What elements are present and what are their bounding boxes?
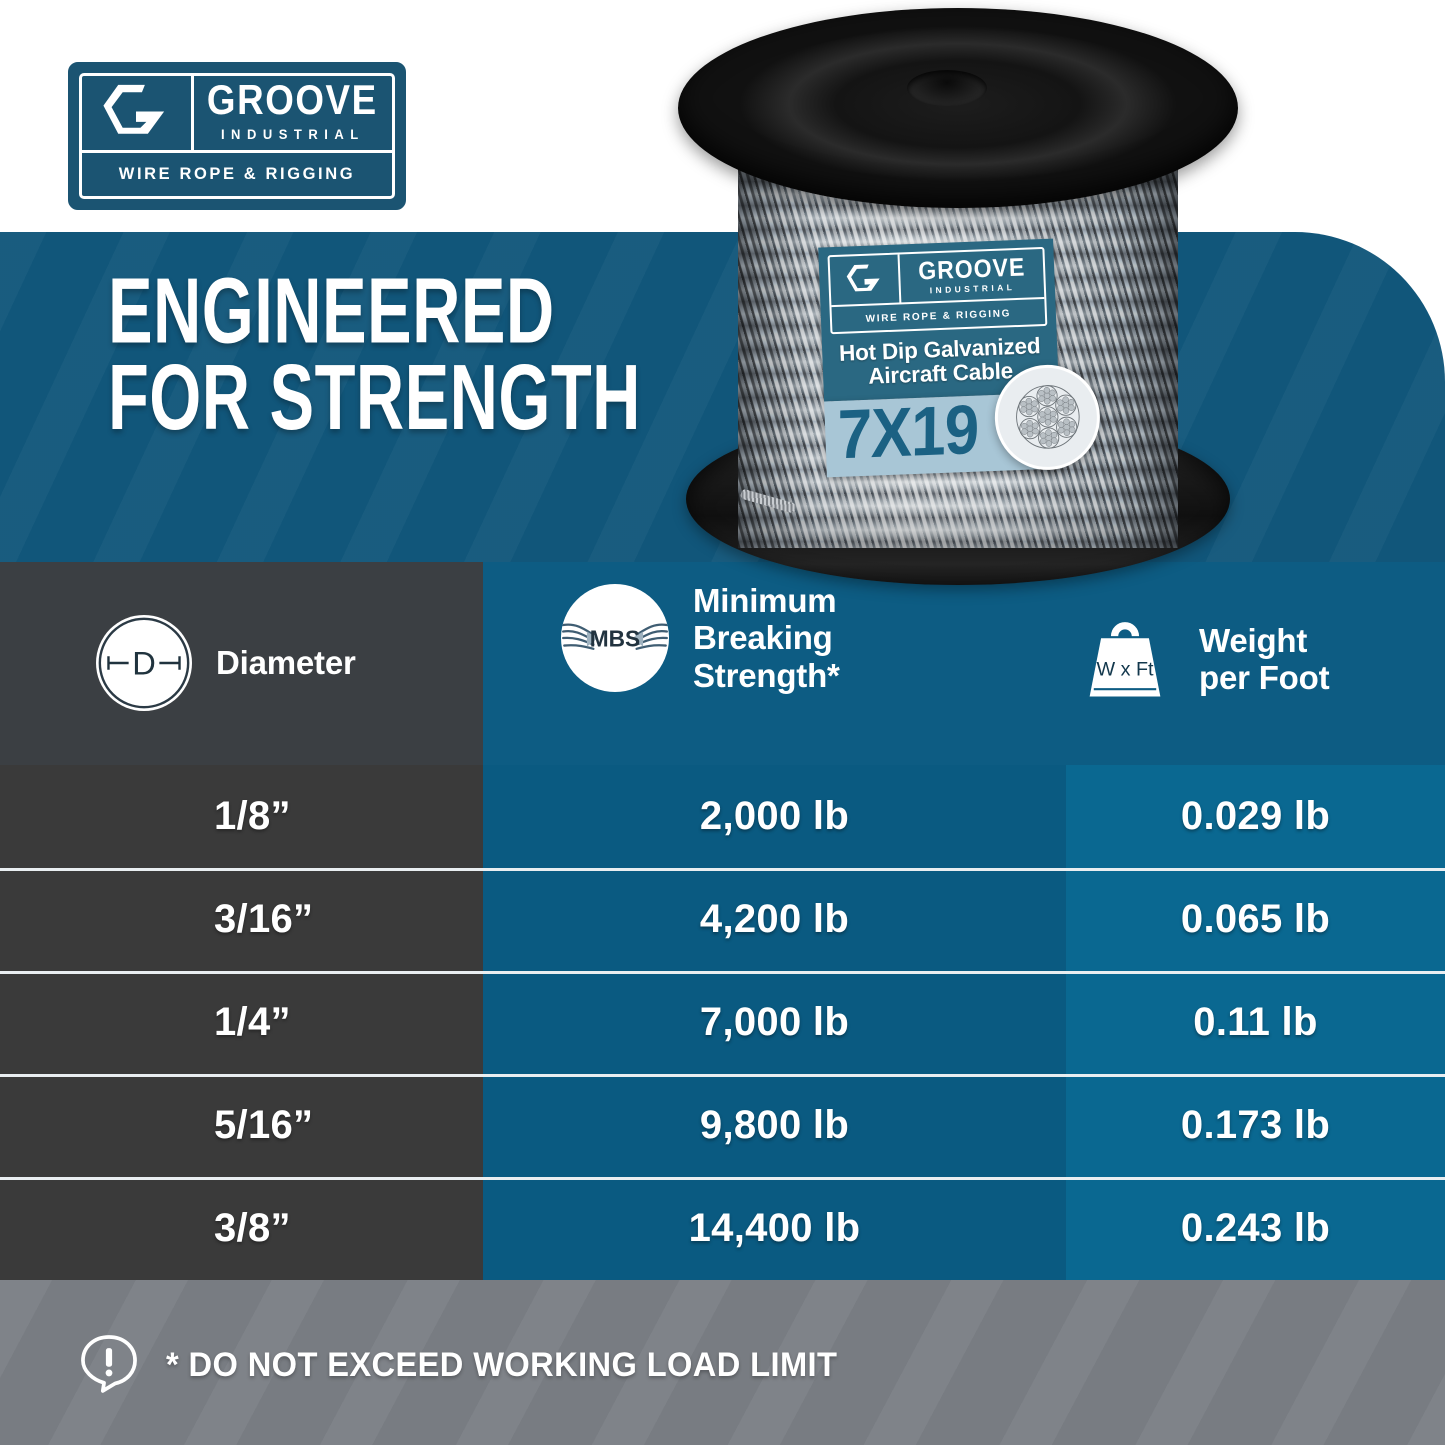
row-divider bbox=[0, 868, 1445, 871]
cell-diameter: 5/16” bbox=[0, 1074, 483, 1177]
row-divider bbox=[0, 1074, 1445, 1077]
svg-text:W x Ft: W x Ft bbox=[1096, 659, 1154, 681]
cell-mbs: 9,800 lb bbox=[483, 1074, 1066, 1177]
header-label-mbs-l3: Strength* bbox=[693, 656, 840, 694]
svg-text:D: D bbox=[132, 645, 156, 682]
row-divider bbox=[0, 1177, 1445, 1180]
header-cell-diameter-bg bbox=[0, 562, 483, 765]
header-label-weight-l1: Weight bbox=[1199, 621, 1308, 659]
table-row: 3/16” 4,200 lb 0.065 lb bbox=[0, 868, 1445, 971]
cell-mbs: 7,000 lb bbox=[483, 971, 1066, 1074]
exclamation-bubble-icon bbox=[78, 1332, 140, 1399]
logo-brand-name: GROOVE bbox=[207, 77, 379, 124]
cell-mbs: 14,400 lb bbox=[483, 1177, 1066, 1280]
table-header-row: D Diameter bbox=[0, 562, 1445, 765]
cell-diameter: 1/4” bbox=[0, 971, 483, 1074]
spool-center-hub bbox=[906, 70, 987, 106]
headline-line-1: ENGINEERED bbox=[108, 259, 555, 364]
mbs-broken-cable-icon: MBS bbox=[561, 583, 669, 692]
cell-weight: 0.065 lb bbox=[1066, 868, 1445, 971]
cell-diameter: 3/8” bbox=[0, 1177, 483, 1280]
groove-g-icon bbox=[82, 76, 194, 150]
table-row: 5/16” 9,800 lb 0.173 lb bbox=[0, 1074, 1445, 1177]
header-label-weight-l2: per Foot bbox=[1199, 659, 1330, 696]
cell-diameter: 1/8” bbox=[0, 765, 483, 868]
cable-spool-photo: GROOVE INDUSTRIAL WIRE ROPE & RIGGING Ho… bbox=[668, 8, 1248, 586]
header-label-mbs-l2: Breaking bbox=[693, 619, 833, 657]
cell-weight: 0.029 lb bbox=[1066, 765, 1445, 868]
logo-tagline: WIRE ROPE & RIGGING bbox=[118, 165, 356, 183]
footer-diagonal-stripes bbox=[0, 1280, 1445, 1445]
cell-weight: 0.173 lb bbox=[1066, 1074, 1445, 1177]
cell-weight: 0.11 lb bbox=[1066, 971, 1445, 1074]
svg-text:MBS: MBS bbox=[590, 626, 640, 652]
header-label-mbs-l1: Minimum bbox=[693, 582, 837, 619]
spool-top-flange bbox=[678, 8, 1238, 208]
header-mbs: MBS Minimum Breaking Strength* bbox=[561, 582, 840, 694]
table-row: 1/4” 7,000 lb 0.11 lb bbox=[0, 971, 1445, 1074]
logo-brand-sub: INDUSTRIAL bbox=[220, 126, 365, 142]
row-divider bbox=[0, 971, 1445, 974]
cell-mbs: 2,000 lb bbox=[483, 765, 1066, 868]
header-weight: W x Ft Weight per Foot bbox=[1073, 607, 1330, 711]
header-label-weight: Weight per Foot bbox=[1199, 621, 1330, 697]
label-brand-name: GROOVE bbox=[917, 251, 1026, 285]
label-logo: GROOVE INDUSTRIAL WIRE ROPE & RIGGING bbox=[827, 246, 1048, 335]
header-label-mbs: Minimum Breaking Strength* bbox=[693, 582, 840, 694]
footer-warning-band: * DO NOT EXCEED WORKING LOAD LIMIT bbox=[0, 1280, 1445, 1445]
table-body: 1/8” 2,000 lb 0.029 lb 3/16” 4,200 lb 0.… bbox=[0, 765, 1445, 1280]
specifications-table: D Diameter bbox=[0, 562, 1445, 1280]
cell-diameter: 3/16” bbox=[0, 868, 483, 971]
groove-g-icon bbox=[829, 254, 902, 306]
label-tagline: WIRE ROPE & RIGGING bbox=[865, 308, 1012, 325]
header-diameter: D Diameter bbox=[96, 615, 356, 711]
page-title: ENGINEERED FOR STRENGTH bbox=[108, 259, 641, 451]
cell-mbs: 4,200 lb bbox=[483, 868, 1066, 971]
table-row: 3/8” 14,400 lb 0.243 lb bbox=[0, 1177, 1445, 1280]
header-label-diameter: Diameter bbox=[216, 644, 356, 682]
cell-weight: 0.243 lb bbox=[1066, 1177, 1445, 1280]
product-label: GROOVE INDUSTRIAL WIRE ROPE & RIGGING Ho… bbox=[818, 238, 1102, 503]
cable-cross-section-icon bbox=[992, 362, 1102, 472]
weight-icon: W x Ft bbox=[1073, 607, 1177, 711]
footer-warning-text: * DO NOT EXCEED WORKING LOAD LIMIT bbox=[166, 1346, 838, 1384]
brand-logo: GROOVE INDUSTRIAL WIRE ROPE & RIGGING bbox=[68, 62, 406, 210]
table-row: 1/8” 2,000 lb 0.029 lb bbox=[0, 765, 1445, 868]
diameter-icon: D bbox=[96, 615, 192, 711]
headline-line-2: FOR STRENGTH bbox=[108, 346, 641, 451]
